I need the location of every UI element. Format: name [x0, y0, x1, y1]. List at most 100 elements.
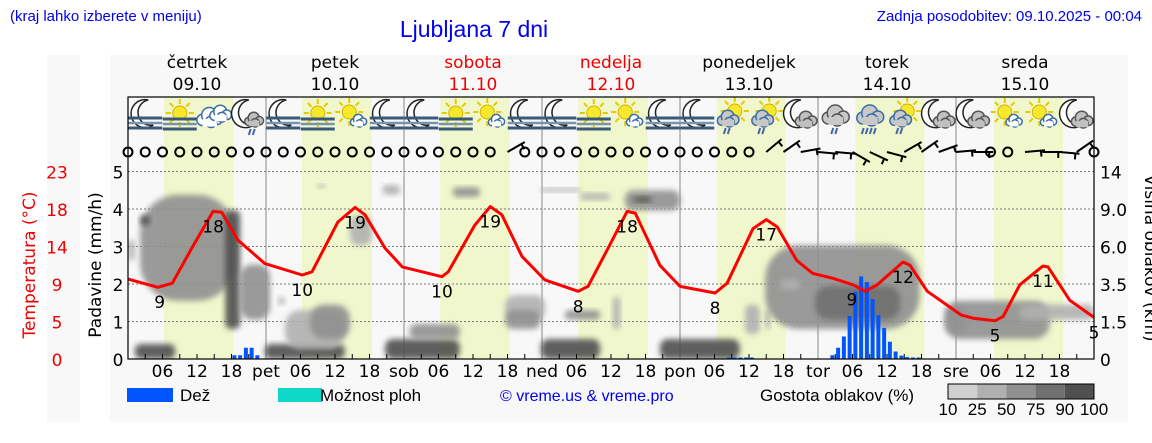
cloud-density-blob [565, 310, 601, 320]
temperature-label: 5 [990, 327, 1001, 347]
wind-barb-icon [1042, 151, 1063, 158]
temperature-label: 11 [1032, 272, 1054, 292]
precipitation-bar [847, 315, 852, 359]
barb-feather [917, 143, 922, 150]
wind-calm-icon [450, 146, 462, 158]
sun-ray [994, 101, 1000, 107]
precipitation-bar [864, 282, 869, 359]
density-tick: 75 [1026, 400, 1045, 419]
wind-calm-icon [191, 146, 203, 158]
cloud-density-blob [765, 310, 771, 329]
wind-calm-icon [657, 146, 669, 158]
cloud-density-blob [385, 339, 460, 359]
wind-calm-icon [208, 146, 220, 158]
moon-fog-icon [680, 98, 715, 130]
temperature-label: 10 [431, 283, 453, 303]
copyright-link[interactable]: © vreme.us & vreme.pro [500, 388, 674, 405]
hour-label: 12 [462, 362, 484, 382]
cloud-density-blob [225, 210, 241, 329]
hour-label: 18 [359, 362, 381, 382]
wind-calm-icon [622, 146, 634, 158]
sun-cloud-icon [611, 98, 644, 128]
barb-feather [1039, 150, 1043, 157]
last-updated: Zadnja posodobitev: 09.10.2025 - 00:04 [877, 8, 1142, 25]
cloud-fill [862, 117, 878, 125]
precipitation-bar [744, 357, 749, 359]
wind-barb-icon [835, 151, 856, 160]
cloud-density-blob [349, 215, 372, 246]
day-name: četrtek [167, 53, 228, 73]
temp-tick: 5 [52, 314, 63, 334]
wind-calm-icon [226, 146, 237, 158]
cloud-density-blob [1019, 304, 1094, 320]
density-swatch [948, 384, 978, 399]
wind-calm-icon [157, 146, 168, 158]
temperature-label: 19 [344, 213, 366, 233]
location-hint[interactable]: (kraj lahko izberete v meniju) [10, 8, 202, 25]
density-tick: 25 [968, 400, 987, 419]
rain-drop [899, 127, 904, 135]
density-swatch [1006, 384, 1036, 399]
wind-calm-icon [329, 146, 341, 158]
day-date: 12.10 [587, 75, 636, 95]
cloud-density-blob [634, 197, 652, 203]
cloud-fill [828, 117, 844, 125]
cloud-fill [214, 114, 227, 122]
cloud-density-blob [540, 188, 580, 192]
sun-ray [740, 100, 746, 106]
cloud-density-blob [452, 187, 480, 197]
cloud-fill [492, 121, 502, 127]
wind-barb-icon [765, 138, 784, 153]
moon-fog-icon [404, 98, 439, 130]
wind-calm-icon [260, 146, 272, 158]
legend-showers-label: Možnost ploh [320, 386, 421, 405]
cloud-density-blob [659, 339, 740, 359]
cloud-density-blob [278, 297, 285, 305]
wind-calm-icon [743, 146, 755, 158]
sun [1031, 104, 1047, 120]
cloud-fill [630, 121, 640, 127]
legend-rain-swatch [127, 388, 173, 402]
wind-barb-icon [800, 147, 821, 156]
temperature-label: 18 [616, 217, 638, 237]
barb-feather [952, 146, 957, 153]
hour-label: 06 [152, 362, 174, 382]
day-abbr-label: pon [664, 362, 696, 382]
hour-label: 18 [773, 362, 795, 382]
sun-ray [445, 102, 451, 108]
cloud-height-tick: 0 [1100, 351, 1111, 371]
cloud-height-tick: 6.0 [1100, 239, 1127, 259]
day-name: torek [865, 53, 909, 73]
day-date: 09.10 [173, 75, 222, 95]
precipitation-bar [859, 276, 864, 359]
wind-barb-icon [817, 151, 839, 160]
sun-fog-icon [576, 99, 611, 131]
precipitation-bar [232, 355, 237, 359]
temp-tick: 14 [46, 239, 68, 259]
day-name: sreda [1001, 53, 1048, 73]
wind-barb-icon [886, 151, 907, 163]
cloud-fill [722, 119, 735, 127]
sun-ray [896, 100, 902, 106]
sun [617, 104, 633, 120]
wind-calm-icon [433, 146, 444, 158]
sun-cloud-icon [990, 98, 1023, 128]
hour-label: 18 [911, 362, 933, 382]
barb-feather [933, 142, 939, 149]
wind-calm-icon [519, 146, 531, 158]
wind-row [122, 138, 1100, 166]
wind-calm-icon [640, 146, 651, 158]
wind-calm-icon [277, 146, 289, 158]
hour-label: 06 [842, 362, 864, 382]
temp-tick: 23 [46, 164, 68, 184]
rain-drop [860, 127, 865, 135]
sun-fog-icon [162, 99, 197, 131]
temp-tick: 0 [52, 351, 63, 371]
sun-cloud-rain-icon [716, 97, 749, 135]
barb-shaft [506, 141, 526, 153]
wind-calm-icon [1002, 146, 1014, 158]
barb-shaft [765, 138, 783, 153]
barb-feather [1073, 153, 1077, 160]
density-tick: 90 [1055, 400, 1074, 419]
